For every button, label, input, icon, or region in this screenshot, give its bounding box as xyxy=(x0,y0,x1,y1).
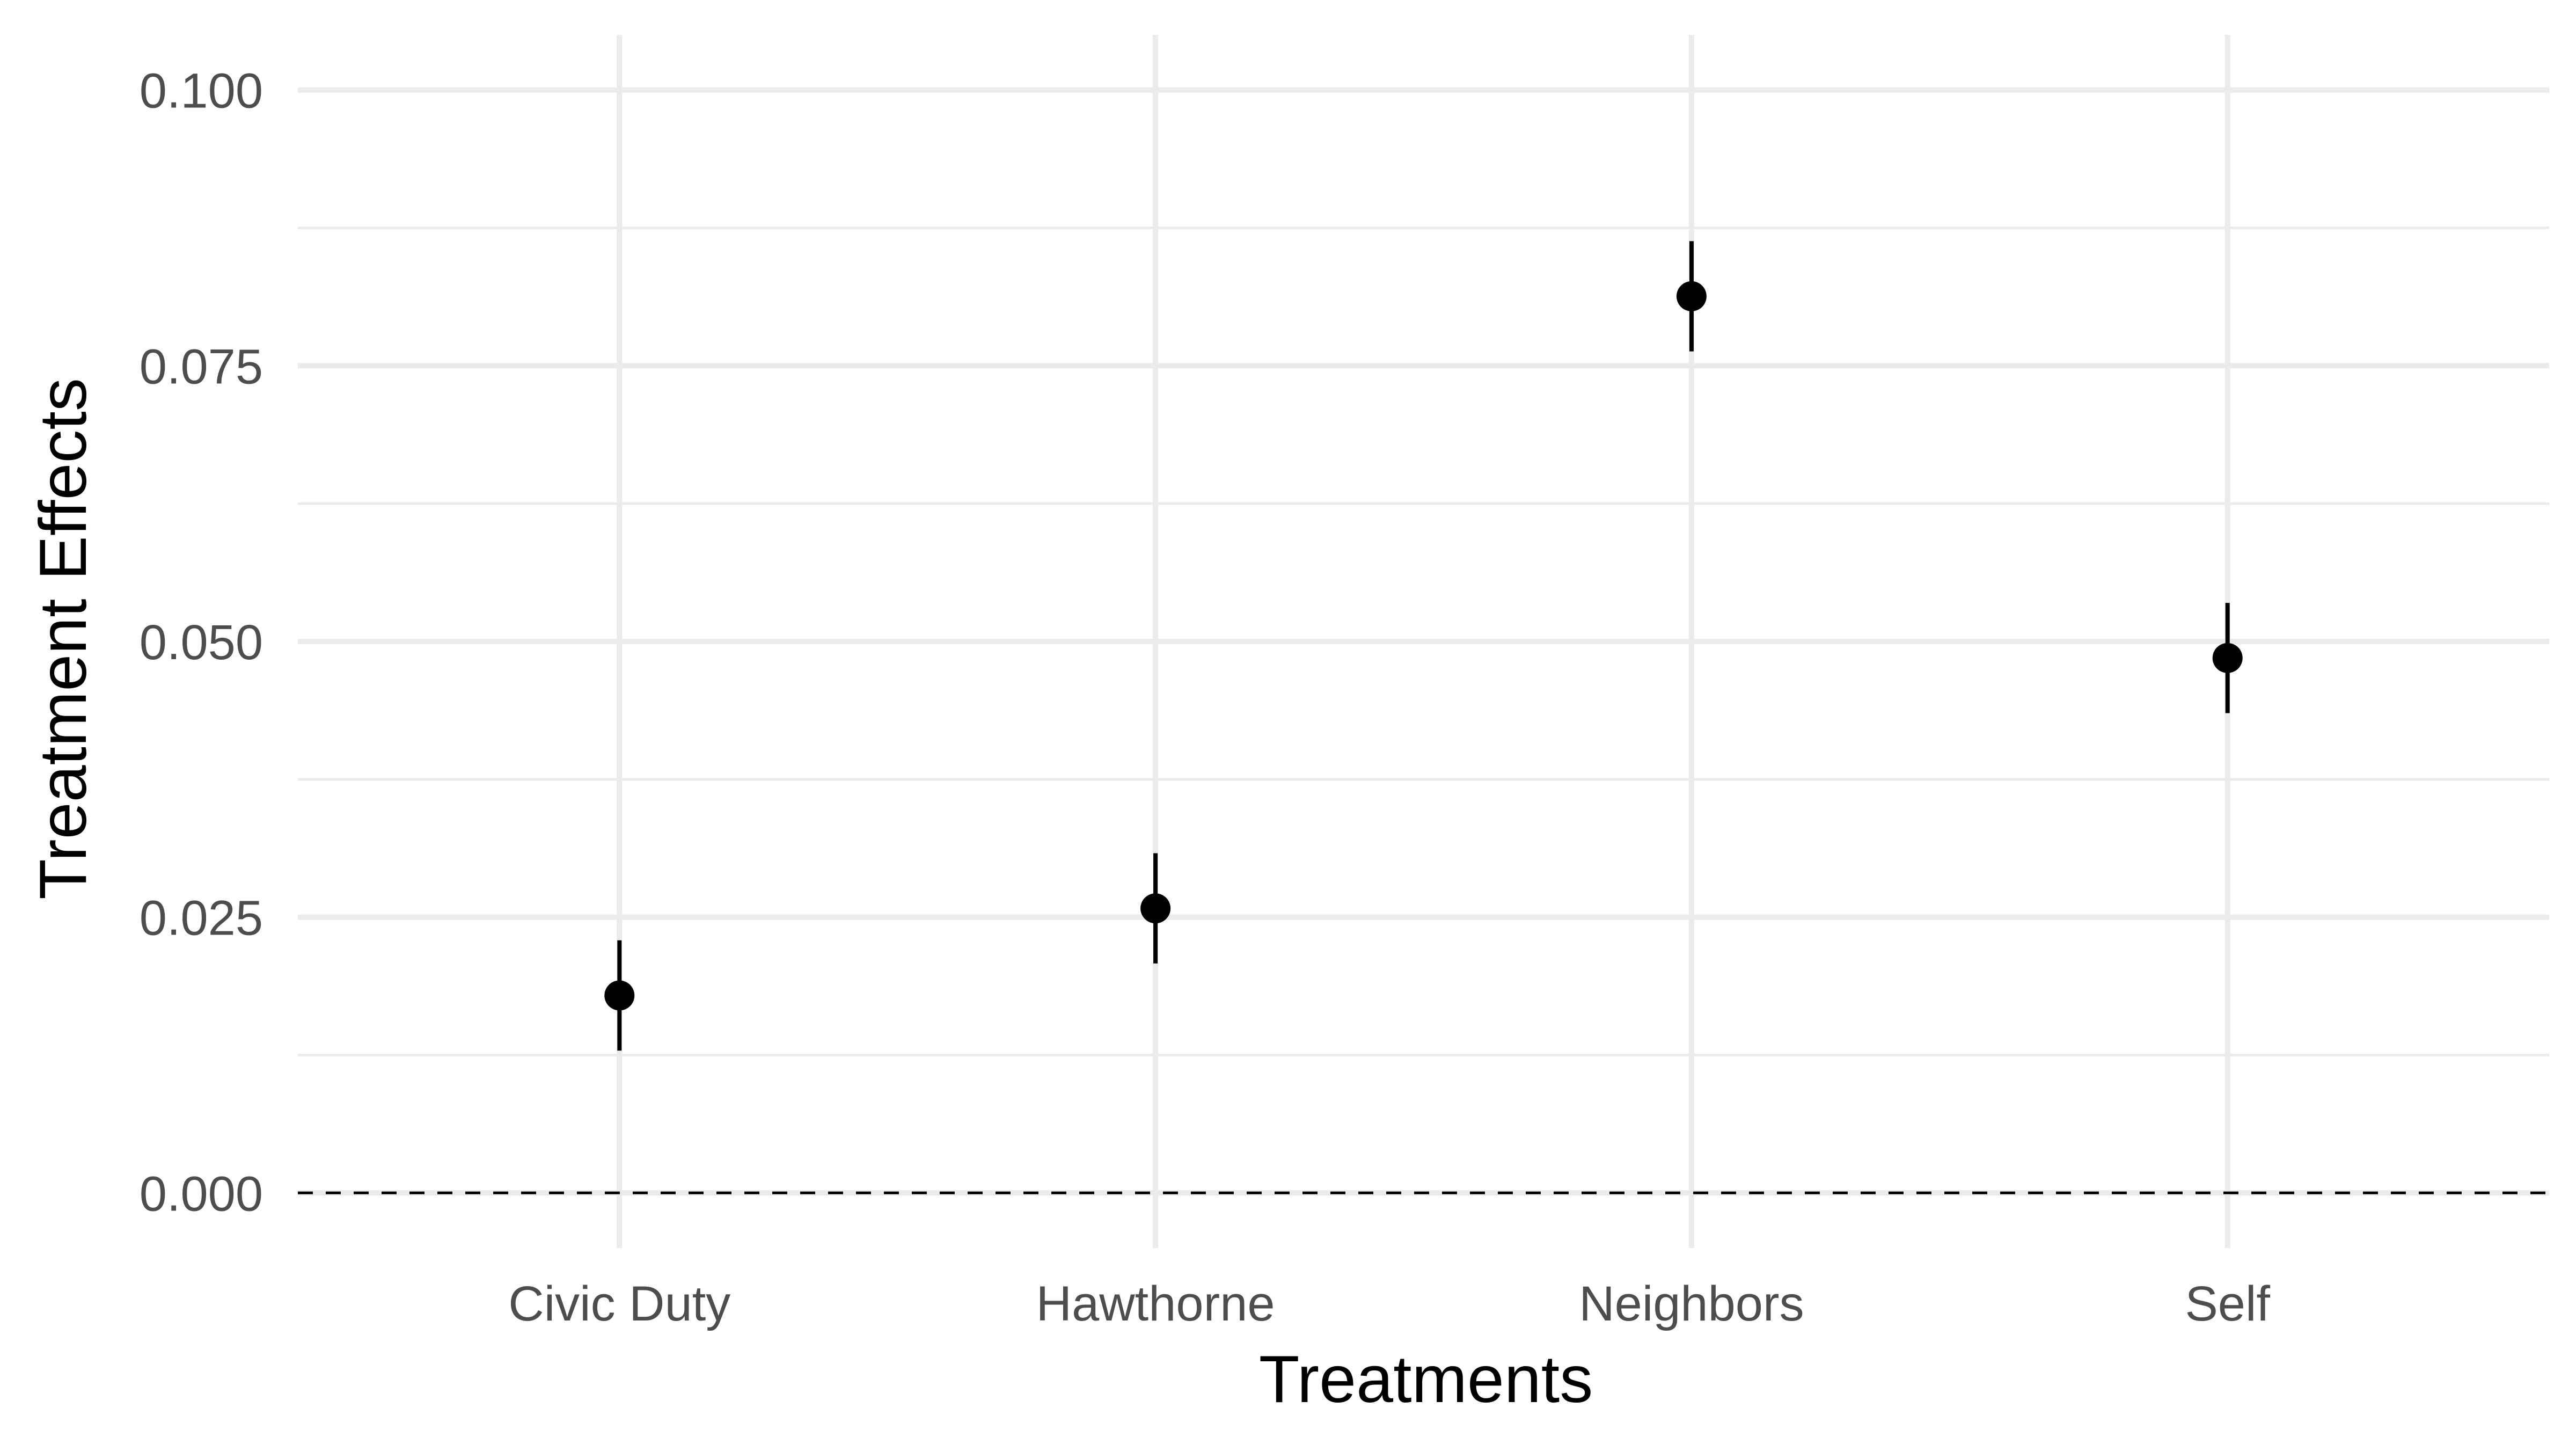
y-axis-title: Treatment Effects xyxy=(26,378,100,900)
grid-layer xyxy=(298,35,2549,1248)
x-tick-label: Hawthorne xyxy=(1036,1276,1275,1331)
y-tick-label: 0.075 xyxy=(140,339,263,394)
x-axis-title: Treatments xyxy=(1259,1342,1593,1417)
x-tick-label: Civic Duty xyxy=(508,1276,730,1331)
mark-layer xyxy=(604,241,2243,1051)
y-tick-label: 0.100 xyxy=(140,64,263,119)
data-point xyxy=(2212,643,2243,673)
data-point xyxy=(1140,893,1171,924)
data-point xyxy=(1676,281,1707,311)
y-tick-label: 0.025 xyxy=(140,891,263,946)
data-point xyxy=(604,980,635,1011)
x-tick-labels: Civic Duty Hawthorne Neighbors Self xyxy=(508,1276,2270,1331)
y-tick-labels: 0.000 0.025 0.050 0.075 0.100 xyxy=(140,64,263,1222)
x-tick-label: Neighbors xyxy=(1579,1276,1804,1331)
y-tick-label: 0.050 xyxy=(140,615,263,670)
y-tick-label: 0.000 xyxy=(140,1166,263,1221)
x-tick-label: Self xyxy=(2185,1276,2270,1331)
